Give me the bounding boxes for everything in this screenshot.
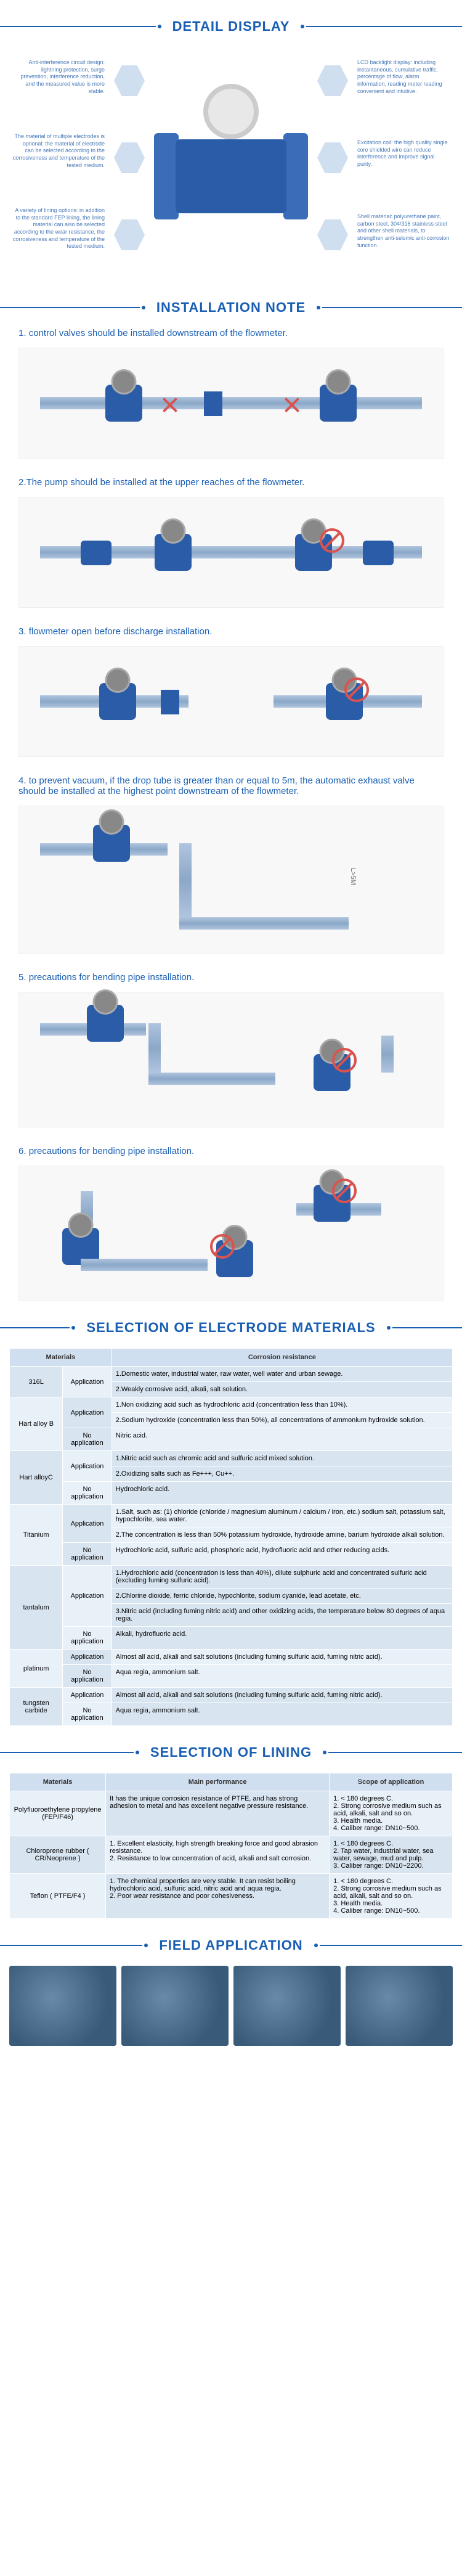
field-photo-3: [233, 1966, 341, 2046]
app-text-cell: 2.Oxidizing salts such as Fe+++, Cu++.: [111, 1466, 452, 1482]
material-cell: Titanium: [10, 1505, 63, 1566]
install-notes: 1. control valves should be installed do…: [0, 328, 462, 1301]
app-text-cell: Almost all acid, alkali and salt solutio…: [111, 1688, 452, 1703]
lining-table-wrap: Materials Main performance Scope of appl…: [0, 1773, 462, 1919]
detail-display-area: Anti-interference circuit design: lightn…: [0, 47, 462, 281]
noapp-label-cell: No application: [63, 1703, 111, 1726]
material-cell: Hart alloy B: [10, 1397, 63, 1451]
section-header-electrode: SELECTION OF ELECTRODE MATERIALS: [0, 1320, 462, 1336]
app-text-cell: 1.Non oxidizing acid such as hydrochlori…: [111, 1397, 452, 1413]
field-photo-1: [9, 1966, 116, 2046]
callout-tl: Anti-interference circuit design: lightn…: [12, 59, 105, 95]
section-title: FIELD APPLICATION: [150, 1937, 312, 1953]
electrode-table: Materials Corrosion resistance 316LAppli…: [9, 1348, 453, 1726]
section-title: SELECTION OF ELECTRODE MATERIALS: [77, 1320, 384, 1336]
lining-cell: 1. The chemical properties are very stab…: [106, 1874, 330, 1919]
hex-icon: [317, 219, 348, 250]
flowmeter-device: [169, 102, 293, 226]
lining-cell: It has the unique corrosion resistance o…: [106, 1791, 330, 1836]
app-label-cell: Application: [63, 1566, 111, 1627]
noapp-text-cell: Aqua regia, ammonium salt.: [111, 1665, 452, 1688]
app-text-cell: 3.Nitric acid (including fuming nitric a…: [111, 1604, 452, 1627]
lining-table: Materials Main performance Scope of appl…: [9, 1773, 453, 1919]
diagram-5: [18, 992, 444, 1127]
app-label-cell: Application: [63, 1650, 111, 1665]
diagram-1: [18, 348, 444, 459]
lining-cell: 1. < 180 degrees C. 2. Strong corrosive …: [330, 1874, 453, 1919]
noapp-label-cell: No application: [63, 1482, 111, 1505]
section-title: DETAIL DISPLAY: [163, 18, 299, 35]
section-header-field: FIELD APPLICATION: [0, 1937, 462, 1953]
install-item-5: 5. precautions for bending pipe installa…: [18, 972, 444, 1127]
electrode-table-wrap: Materials Corrosion resistance 316LAppli…: [0, 1348, 462, 1726]
callout-ml: The material of multiple electrodes is o…: [12, 133, 105, 169]
th-materials: Materials: [10, 1773, 106, 1791]
noapp-label-cell: No application: [63, 1665, 111, 1688]
diagram-6: [18, 1166, 444, 1301]
app-label-cell: Application: [63, 1451, 111, 1482]
hex-icon: [114, 142, 145, 173]
app-text-cell: 2.Weakly corrosive acid, alkali, salt so…: [111, 1382, 452, 1397]
section-title: INSTALLATION NOTE: [147, 300, 315, 316]
noapp-label-cell: No application: [63, 1543, 111, 1566]
th-scope: Scope of application: [330, 1773, 453, 1791]
app-text-cell: 2.The concentration is less than 50% pot…: [111, 1527, 452, 1543]
app-label-cell: Application: [63, 1397, 111, 1428]
app-text-cell: 2.Sodium hydroxide (concentration less t…: [111, 1413, 452, 1428]
install-item-1: 1. control valves should be installed do…: [18, 328, 444, 459]
material-cell: tungsten carbide: [10, 1688, 63, 1726]
install-item-6: 6. precautions for bending pipe installa…: [18, 1146, 444, 1301]
diagram-2: [18, 497, 444, 608]
noapp-text-cell: Aqua regia, ammonium salt.: [111, 1703, 452, 1726]
lining-cell: Polyfluoroethylene propylene (FEP/F46): [10, 1791, 106, 1836]
field-app-gallery: [0, 1966, 462, 2046]
material-cell: tantalum: [10, 1566, 63, 1650]
diagram-4: L>5M: [18, 806, 444, 954]
lining-cell: 1. < 180 degrees C. 2. Strong corrosive …: [330, 1791, 453, 1836]
app-text-cell: 1.Hydrochloric acid (concentration is le…: [111, 1566, 452, 1589]
th-materials: Materials: [10, 1349, 112, 1367]
noapp-text-cell: Hydrochloric acid.: [111, 1482, 452, 1505]
hex-icon: [114, 219, 145, 250]
th-corrosion: Corrosion resistance: [111, 1349, 452, 1367]
install-item-2: 2.The pump should be installed at the up…: [18, 477, 444, 608]
section-header-install: INSTALLATION NOTE: [0, 300, 462, 316]
app-label-cell: Application: [63, 1367, 111, 1397]
callout-tr: LCD backlight display: including instant…: [357, 59, 450, 95]
th-perf: Main performance: [106, 1773, 330, 1791]
lining-cell: 1. Excellent elasticity, high strength b…: [106, 1836, 330, 1874]
noapp-text-cell: Nitric acid.: [111, 1428, 452, 1451]
lining-cell: 1. < 180 degrees C. 2. Tap water, indust…: [330, 1836, 453, 1874]
section-header-lining: SELECTION OF LINING: [0, 1744, 462, 1760]
section-header-detail: DETAIL DISPLAY: [0, 18, 462, 35]
noapp-text-cell: Alkali, hydrofluoric acid.: [111, 1627, 452, 1650]
lining-cell: Chloroprene rubber ( CR/Neoprene ): [10, 1836, 106, 1874]
app-text-cell: 1.Salt, such as: (1) chloride (chloride …: [111, 1505, 452, 1527]
hex-icon: [114, 65, 145, 96]
app-label-cell: Application: [63, 1688, 111, 1703]
field-photo-4: [346, 1966, 453, 2046]
section-title: SELECTION OF LINING: [141, 1744, 321, 1760]
material-cell: platinum: [10, 1650, 63, 1688]
app-text-cell: 1.Domestic water, industrial water, raw …: [111, 1367, 452, 1382]
material-cell: 316L: [10, 1367, 63, 1397]
app-text-cell: Almost all acid, alkali and salt solutio…: [111, 1650, 452, 1665]
install-item-3: 3. flowmeter open before discharge insta…: [18, 626, 444, 757]
install-item-4: 4. to prevent vacuum, if the drop tube i…: [18, 775, 444, 954]
diagram-3: [18, 646, 444, 757]
noapp-text-cell: Hydrochloric acid, sulfuric acid, phosph…: [111, 1543, 452, 1566]
callout-mr: Excitation coil: the high quality single…: [357, 139, 450, 168]
lining-cell: Teflon ( PTFE/F4 ): [10, 1874, 106, 1919]
hex-icon: [317, 65, 348, 96]
app-text-cell: 1.Nitric acid such as chromic acid and s…: [111, 1451, 452, 1466]
noapp-label-cell: No application: [63, 1428, 111, 1451]
hex-icon: [317, 142, 348, 173]
noapp-label-cell: No application: [63, 1627, 111, 1650]
field-photo-2: [121, 1966, 229, 2046]
callout-br: Shell material: polyurethane paint, carb…: [357, 213, 450, 249]
app-label-cell: Application: [63, 1505, 111, 1543]
app-text-cell: 2.Chlorine dioxide, ferric chloride, hyp…: [111, 1589, 452, 1604]
material-cell: Hart alloyC: [10, 1451, 63, 1505]
callout-bl: A variety of lining options: in addition…: [12, 207, 105, 250]
